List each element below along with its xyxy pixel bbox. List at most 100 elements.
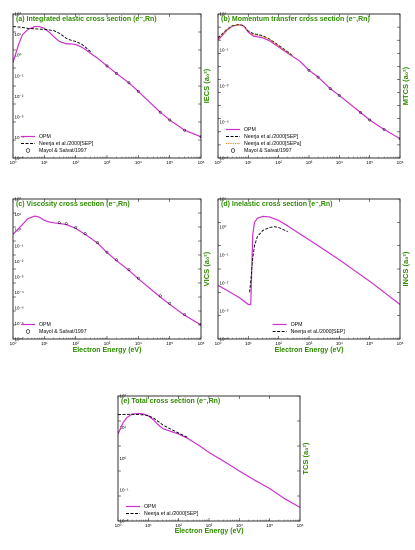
series-group bbox=[218, 23, 400, 141]
y-tick-label: 10¹ bbox=[120, 425, 127, 430]
x-tick-label: 10⁶ bbox=[297, 523, 304, 528]
y-tick-label: 10⁻² bbox=[220, 281, 229, 286]
legend-entry: Neerja et al./2000[SEP] bbox=[291, 329, 346, 335]
x-tick-label: 10⁰ bbox=[215, 341, 222, 346]
y-tick-label: 10⁻³ bbox=[15, 114, 24, 119]
series-mayol-salvat-1997-point bbox=[114, 71, 118, 75]
series-mayol-salvat-1997-point bbox=[368, 118, 372, 122]
series-neerja-et-al-2000-sep--line bbox=[13, 26, 91, 53]
plot-frame bbox=[217, 13, 401, 159]
x-tick-label: 10⁰ bbox=[115, 523, 122, 528]
x-tick-label: 10⁴ bbox=[336, 341, 343, 346]
x-tick-label: 10¹ bbox=[245, 160, 252, 165]
x-tick-label: 10⁵ bbox=[266, 523, 273, 528]
series-mayol-salvat-1997-point bbox=[158, 110, 162, 114]
series-group bbox=[13, 215, 201, 326]
x-axis-label: Electron Energy (eV) bbox=[275, 347, 344, 354]
chart-panel-5: 10⁰ 10¹ 10² 10³ 10⁴ 10⁵ 10⁶10⁻²10⁻¹10⁰10¹10²(e… bbox=[115, 394, 310, 535]
series-mayol-salvat-1997-point bbox=[307, 68, 311, 72]
y-tick-label: 10¹ bbox=[15, 212, 22, 217]
y-tick-label: 10⁻⁴ bbox=[15, 290, 24, 295]
y-tick-label: 10⁻⁶ bbox=[15, 321, 24, 326]
x-tick-label: 10⁴ bbox=[336, 160, 343, 165]
series-mayol-salvat-1997-point bbox=[136, 89, 140, 93]
legend-marker bbox=[25, 148, 31, 153]
x-tick-label: 10² bbox=[72, 341, 79, 346]
x-tick-label: 10⁵ bbox=[366, 341, 373, 346]
x-tick-label: 10² bbox=[275, 160, 282, 165]
x-tick-label: 10⁴ bbox=[236, 523, 243, 528]
plot-frame bbox=[117, 395, 301, 522]
series-mayol-salvat-1997-point bbox=[74, 226, 78, 230]
series-mayol-salvat-1997-point bbox=[64, 222, 68, 226]
series-opm-line bbox=[118, 412, 300, 508]
y-tick-label: 10¹ bbox=[15, 32, 22, 37]
y-tick-label: 10⁻¹ bbox=[120, 487, 129, 492]
panel-title: (b) Momentum transfer cross section (e⁻,… bbox=[221, 16, 370, 23]
x-axis-label: Electron Energy (eV) bbox=[175, 528, 244, 535]
y-tick-label: 10⁻³ bbox=[220, 84, 229, 89]
y-tick-label: 10⁰ bbox=[15, 228, 22, 233]
x-tick-label: 10⁵ bbox=[166, 341, 173, 346]
series-neerja-et-al-2000-sep--line bbox=[118, 413, 188, 438]
series-mayol-salvat-1997-point bbox=[183, 313, 187, 317]
x-tick-label: 10² bbox=[175, 523, 182, 528]
y-tick-label: 10⁻² bbox=[15, 259, 24, 264]
series-mayol-salvat-1997-point bbox=[127, 268, 131, 272]
series-mayol-salvat-1997-point bbox=[199, 135, 201, 139]
series-mayol-salvat-1997-point bbox=[114, 258, 118, 262]
y-tick-label: 10⁻⁵ bbox=[15, 305, 24, 310]
series-mayol-salvat-1997-point bbox=[57, 221, 61, 225]
x-tick-label: 10⁵ bbox=[166, 160, 173, 165]
series-mayol-salvat-1997-point bbox=[105, 64, 109, 68]
y-axis-label: INCS (a₀²) bbox=[401, 251, 410, 287]
x-tick-label: 10⁴ bbox=[135, 160, 142, 165]
series-mayol-salvat-1997-point bbox=[316, 75, 320, 79]
y-axis-label: VICS (a₀²) bbox=[202, 251, 211, 286]
x-tick-label: 10⁰ bbox=[10, 341, 17, 346]
y-tick-label: 10⁻⁵ bbox=[220, 120, 229, 125]
legend-entry: OPM bbox=[39, 134, 51, 140]
chart-panel-4: 10⁰ 10¹ 10² 10³ 10⁴ 10⁵ 10⁶10⁻⁴10⁻³10⁻²10⁻¹10⁰… bbox=[215, 197, 410, 354]
legend-marker bbox=[25, 329, 31, 334]
legend-marker bbox=[230, 148, 236, 153]
x-tick-label: 10¹ bbox=[41, 160, 48, 165]
panel-title: (a) Integrated elastic cross section (e⁻… bbox=[16, 16, 157, 23]
x-tick-label: 10³ bbox=[306, 160, 313, 165]
x-tick-label: 10⁴ bbox=[135, 341, 142, 346]
series-mayol-salvat-1997-point bbox=[136, 276, 140, 280]
legend-entry: Neerja et al./2000[SEP] bbox=[144, 511, 199, 517]
series-opm-line bbox=[218, 24, 400, 140]
x-tick-label: 10⁶ bbox=[397, 341, 404, 346]
x-tick-label: 10⁰ bbox=[215, 160, 222, 165]
series-mayol-salvat-1997-point bbox=[328, 87, 332, 91]
legend-entry: Mayol & Salvat/1997 bbox=[39, 148, 87, 154]
series-mayol-salvat-1997-point bbox=[199, 322, 201, 326]
x-tick-label: 10³ bbox=[104, 160, 111, 165]
x-tick-label: 10² bbox=[275, 341, 282, 346]
series-mayol-salvat-1997-point bbox=[382, 128, 386, 131]
x-tick-label: 10⁵ bbox=[366, 160, 373, 165]
y-tick-label: 10⁻¹ bbox=[15, 73, 24, 78]
y-tick-label: 10⁻¹ bbox=[220, 48, 229, 53]
legend-entry: Neerja et al./2000[SEP] bbox=[244, 134, 299, 140]
plot-frame bbox=[12, 13, 202, 159]
y-tick-label: 10⁻³ bbox=[220, 309, 229, 314]
series-opm-line bbox=[13, 25, 201, 138]
legend-entry: OPM bbox=[144, 504, 156, 510]
x-axis-label: Electron Energy (eV) bbox=[73, 347, 142, 354]
panel-title: (e) Total cross section (e⁻,Rn) bbox=[121, 398, 220, 405]
series-neerja-et-al-2000-sepa--line bbox=[218, 24, 294, 58]
x-tick-label: 10¹ bbox=[41, 341, 48, 346]
y-tick-label: 10⁻³ bbox=[15, 274, 24, 279]
x-tick-label: 10⁶ bbox=[198, 341, 205, 346]
series-neerja-et-al-2000-sep--line bbox=[249, 226, 288, 293]
y-axis-label: TCS (a₀²) bbox=[301, 442, 310, 475]
series-mayol-salvat-1997-point bbox=[96, 241, 100, 245]
series-mayol-salvat-1997-point bbox=[359, 111, 362, 114]
